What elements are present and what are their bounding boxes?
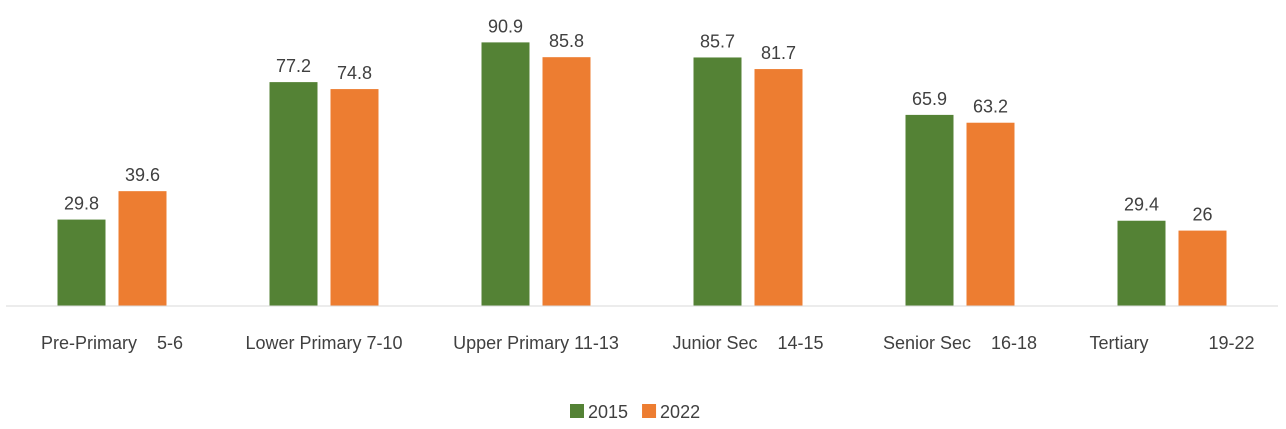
x-tick-label: Pre-Primary 5-6 bbox=[40, 333, 184, 353]
data-label: 90.9 bbox=[488, 16, 523, 36]
x-tick-label: Senior Sec 16-18 bbox=[882, 333, 1038, 353]
data-label: 26 bbox=[1192, 205, 1212, 225]
legend-label: 2022 bbox=[660, 402, 700, 422]
legend-swatch bbox=[570, 404, 584, 418]
legend-swatch bbox=[642, 404, 657, 418]
bar bbox=[966, 122, 1015, 306]
bar bbox=[1178, 230, 1227, 306]
data-label: 63.2 bbox=[973, 97, 1008, 117]
bar bbox=[481, 42, 530, 306]
bar bbox=[57, 219, 106, 306]
bar bbox=[905, 114, 954, 306]
data-label: 65.9 bbox=[912, 89, 947, 109]
data-label: 74.8 bbox=[337, 63, 372, 83]
data-label: 85.8 bbox=[549, 31, 584, 51]
bar bbox=[118, 191, 167, 306]
bar bbox=[1117, 220, 1166, 306]
data-label: 29.8 bbox=[64, 194, 99, 214]
data-label: 29.4 bbox=[1124, 195, 1159, 215]
bar bbox=[269, 82, 318, 307]
data-label: 81.7 bbox=[761, 43, 796, 63]
x-tick-label: Upper Primary 11-13 bbox=[453, 333, 619, 353]
bar bbox=[330, 89, 379, 306]
data-label: 85.7 bbox=[700, 31, 735, 51]
x-tick-label: Tertiary 19-22 bbox=[1089, 333, 1255, 353]
x-tick-label: Junior Sec 14-15 bbox=[672, 333, 824, 353]
data-label: 77.2 bbox=[276, 56, 311, 76]
bar bbox=[693, 57, 742, 306]
bar bbox=[754, 69, 803, 306]
bar bbox=[542, 57, 591, 307]
legend-label: 2015 bbox=[588, 402, 628, 422]
data-label: 39.6 bbox=[125, 165, 160, 185]
x-tick-label: Lower Primary 7-10 bbox=[245, 333, 403, 353]
